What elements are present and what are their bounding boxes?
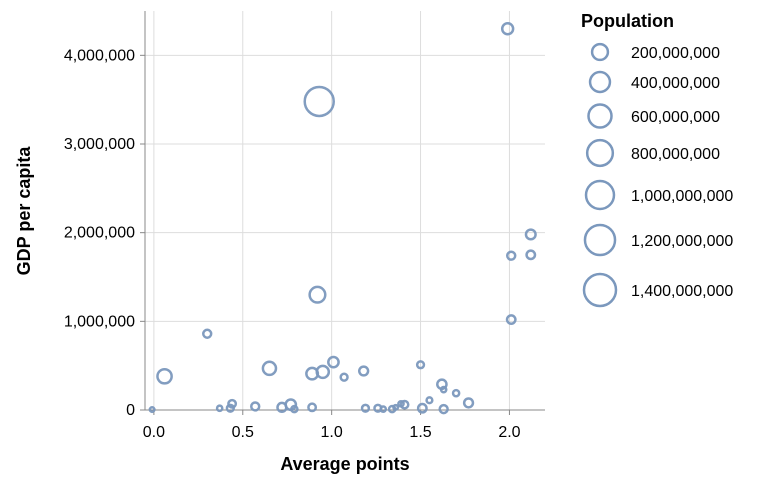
data-point xyxy=(397,399,405,408)
data-point xyxy=(308,285,327,304)
data-point xyxy=(358,365,370,377)
legend-label: 400,000,000 xyxy=(631,75,720,92)
y-tick-label: 2,000,000 xyxy=(64,225,135,242)
data-point xyxy=(305,366,320,381)
points-layer xyxy=(148,22,537,415)
legend-symbol xyxy=(585,138,615,168)
legend-label: 800,000,000 xyxy=(631,146,720,163)
legend-label: 1,200,000,000 xyxy=(631,233,733,250)
data-point xyxy=(416,402,428,414)
axes-layer: 0.0 0.5 1.0 1.5 2.0 0 1,000,000 2,000,000 3,000,… xyxy=(64,11,545,441)
size-legend: Population 200,000,000 400,000,000 600,000… xyxy=(581,11,733,308)
legend-symbol xyxy=(588,70,612,94)
data-point xyxy=(225,403,235,413)
y-tick-label: 4,000,000 xyxy=(64,47,135,64)
data-point xyxy=(439,385,448,394)
grid-layer xyxy=(145,11,545,411)
legend-symbol xyxy=(590,42,610,62)
y-tick-label: 0 xyxy=(126,402,135,419)
data-point xyxy=(276,401,288,413)
data-point xyxy=(227,398,238,409)
legend-label: 600,000,000 xyxy=(631,109,720,126)
x-tick-label: 0.0 xyxy=(143,424,165,441)
y-tick-label: 3,000,000 xyxy=(64,136,135,153)
data-point xyxy=(399,399,410,410)
legend-symbol xyxy=(584,179,616,211)
data-point xyxy=(392,403,400,411)
y-axis-title: GDP per capita xyxy=(14,146,34,276)
x-tick-label: 0.5 xyxy=(232,424,254,441)
data-point xyxy=(379,405,388,413)
data-point xyxy=(438,403,449,415)
data-point xyxy=(451,388,461,398)
data-point xyxy=(202,328,213,339)
data-point xyxy=(290,404,299,414)
legend-label: 1,000,000,000 xyxy=(631,188,733,205)
data-point xyxy=(156,367,173,385)
data-point xyxy=(524,228,537,241)
legend-symbol xyxy=(587,103,613,129)
data-point xyxy=(425,396,434,405)
data-point xyxy=(307,402,318,413)
x-tick-label: 1.0 xyxy=(321,424,343,441)
data-point xyxy=(360,403,371,413)
data-point xyxy=(327,355,340,369)
legend-symbol xyxy=(583,223,617,257)
data-point xyxy=(261,360,278,377)
data-point xyxy=(250,401,261,412)
data-point xyxy=(148,406,156,414)
legend-symbol xyxy=(582,272,618,308)
x-tick-label: 1.5 xyxy=(409,424,431,441)
legend-label: 200,000,000 xyxy=(631,45,720,62)
y-tick-label: 1,000,000 xyxy=(64,313,135,330)
legend-title: Population xyxy=(581,11,674,31)
data-point xyxy=(415,360,426,370)
data-point xyxy=(505,314,517,326)
data-point xyxy=(462,397,475,409)
data-point xyxy=(215,404,224,413)
data-point xyxy=(339,372,349,382)
legend-label: 1,400,000,000 xyxy=(631,283,733,300)
data-point xyxy=(303,85,335,118)
data-point xyxy=(525,249,537,261)
x-axis-title: Average points xyxy=(280,454,409,474)
x-tick-label: 2.0 xyxy=(498,424,520,441)
data-point xyxy=(500,22,515,36)
data-point xyxy=(506,250,517,261)
